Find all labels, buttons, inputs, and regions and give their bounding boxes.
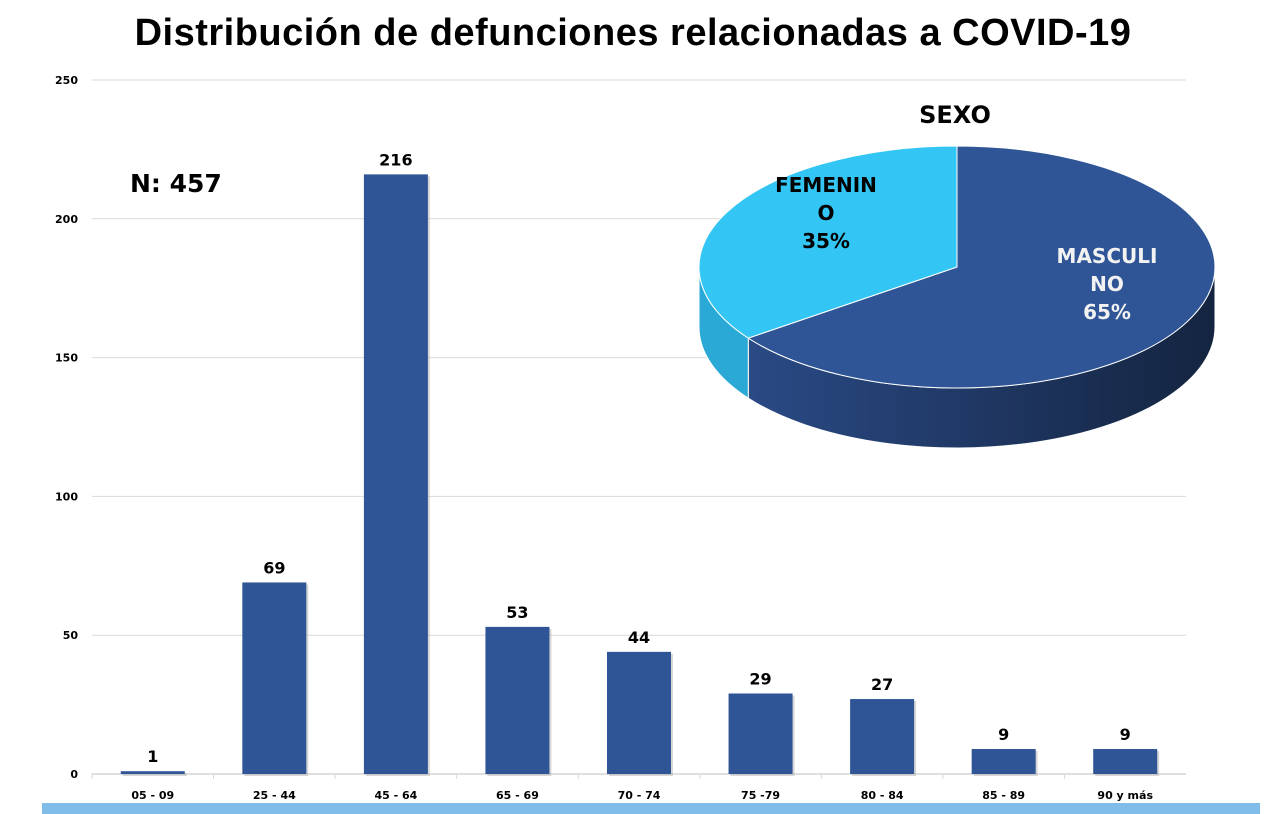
- bar-45-64: [363, 174, 428, 774]
- y-tick-label: 250: [55, 74, 78, 87]
- x-tick-label: 45 - 64: [374, 789, 417, 802]
- bar-shadow: [122, 773, 187, 776]
- chart-title: Distribución de defunciones relacionadas…: [134, 12, 1132, 54]
- pie-label-masculino: MASCULI: [1057, 244, 1158, 268]
- y-tick-label: 0: [70, 768, 78, 781]
- pie-label-masculino: NO: [1090, 272, 1124, 296]
- pie-slice-femenino: [698, 145, 958, 339]
- x-tick-label: 85 - 89: [982, 789, 1025, 802]
- footer-stripe: [42, 803, 1260, 814]
- bar-90ymás: [1093, 749, 1158, 774]
- data-label: 9: [1120, 725, 1131, 744]
- x-tick-label: 80 - 84: [861, 789, 904, 802]
- data-label: 69: [263, 558, 285, 577]
- data-label: 29: [749, 669, 771, 688]
- bar-25-44: [242, 582, 307, 774]
- data-label: 44: [628, 628, 650, 647]
- pie-title: SEXO: [919, 101, 991, 129]
- y-tick-label: 200: [55, 213, 78, 226]
- bar-05-09: [120, 771, 185, 774]
- x-tick-label: 90 y más: [1097, 789, 1153, 802]
- data-label: 53: [506, 603, 528, 622]
- bar-70-74: [607, 651, 671, 774]
- data-label: 27: [871, 675, 893, 694]
- x-tick-label: 05 - 09: [131, 789, 174, 802]
- y-tick-label: 150: [55, 352, 78, 365]
- bar-65-69: [485, 626, 550, 774]
- pie-label-femenino: O: [817, 201, 834, 225]
- pie-label-femenino: 35%: [802, 229, 850, 253]
- pie-slice-masculino: [747, 145, 1216, 389]
- pie-label-masculino: 65%: [1083, 300, 1131, 324]
- y-tick-label: 50: [63, 629, 79, 642]
- x-tick-label: 65 - 69: [496, 789, 539, 802]
- bar-85-89: [971, 749, 1036, 774]
- n-annotation: N: 457: [130, 169, 222, 198]
- pie-label-femenino: FEMENIN: [775, 173, 877, 197]
- bar-80-84: [850, 699, 915, 774]
- y-tick-label: 100: [55, 490, 78, 503]
- data-label: 1: [147, 747, 158, 766]
- bar-75-79: [728, 693, 793, 774]
- data-label: 9: [998, 725, 1009, 744]
- x-tick-label: 70 - 74: [618, 789, 661, 802]
- x-tick-label: 25 - 44: [253, 789, 296, 802]
- data-label: 216: [379, 150, 412, 169]
- x-tick-label: 75 -79: [741, 789, 780, 802]
